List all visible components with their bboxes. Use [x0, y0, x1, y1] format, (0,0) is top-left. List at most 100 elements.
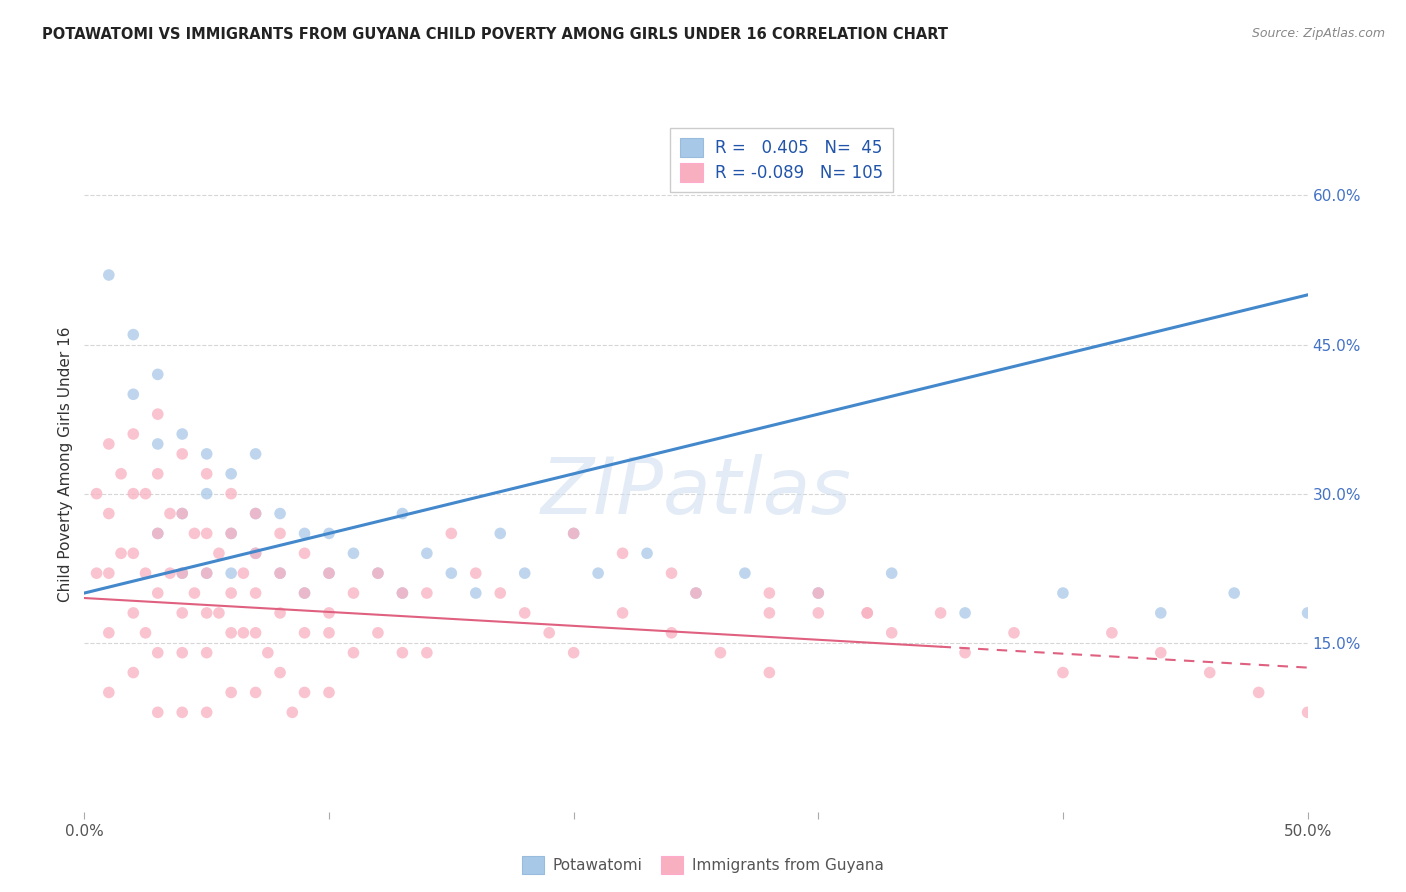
Point	[513, 566, 536, 581]
Point	[318, 606, 340, 620]
Point	[245, 546, 267, 560]
Point	[172, 606, 194, 620]
Point	[195, 486, 218, 500]
Point	[807, 606, 830, 620]
Point	[232, 625, 254, 640]
Point	[219, 685, 242, 699]
Point	[232, 566, 254, 581]
Point	[245, 685, 267, 699]
Point	[1002, 625, 1025, 640]
Point	[391, 586, 413, 600]
Text: POTAWATOMI VS IMMIGRANTS FROM GUYANA CHILD POVERTY AMONG GIRLS UNDER 16 CORRELAT: POTAWATOMI VS IMMIGRANTS FROM GUYANA CHI…	[42, 27, 948, 42]
Point	[758, 665, 780, 680]
Point	[538, 625, 561, 640]
Point	[245, 447, 267, 461]
Point	[183, 526, 205, 541]
Point	[269, 665, 291, 680]
Y-axis label: Child Poverty Among Girls Under 16: Child Poverty Among Girls Under 16	[58, 326, 73, 601]
Point	[758, 606, 780, 620]
Point	[219, 526, 242, 541]
Point	[281, 706, 304, 720]
Point	[195, 526, 218, 541]
Point	[146, 646, 169, 660]
Point	[367, 566, 389, 581]
Point	[110, 467, 132, 481]
Point	[172, 646, 194, 660]
Point	[1150, 646, 1173, 660]
Point	[219, 486, 242, 500]
Point	[97, 625, 120, 640]
Point	[122, 546, 145, 560]
Point	[513, 606, 536, 620]
Point	[807, 586, 830, 600]
Point	[97, 437, 120, 451]
Point	[1296, 606, 1319, 620]
Point	[318, 526, 340, 541]
Point	[807, 586, 830, 600]
Point	[1101, 625, 1123, 640]
Point	[562, 646, 585, 660]
Point	[269, 507, 291, 521]
Point	[257, 646, 280, 660]
Point	[269, 526, 291, 541]
Point	[135, 566, 157, 581]
Point	[97, 566, 120, 581]
Point	[122, 327, 145, 342]
Point	[294, 586, 316, 600]
Point	[146, 437, 169, 451]
Point	[172, 566, 194, 581]
Point	[219, 586, 242, 600]
Point	[685, 586, 707, 600]
Point	[1052, 665, 1074, 680]
Point	[685, 586, 707, 600]
Point	[318, 685, 340, 699]
Point	[391, 507, 413, 521]
Point	[195, 566, 218, 581]
Point	[122, 427, 145, 442]
Point	[146, 407, 169, 421]
Point	[172, 507, 194, 521]
Point	[172, 706, 194, 720]
Point	[929, 606, 952, 620]
Point	[391, 646, 413, 660]
Point	[416, 586, 439, 600]
Point	[1052, 586, 1074, 600]
Point	[464, 586, 486, 600]
Point	[734, 566, 756, 581]
Point	[612, 546, 634, 560]
Point	[489, 526, 512, 541]
Point	[342, 586, 364, 600]
Point	[195, 566, 218, 581]
Point	[172, 507, 194, 521]
Text: Source: ZipAtlas.com: Source: ZipAtlas.com	[1251, 27, 1385, 40]
Point	[880, 625, 903, 640]
Point	[245, 507, 267, 521]
Point	[367, 625, 389, 640]
Point	[367, 566, 389, 581]
Point	[489, 586, 512, 600]
Point	[195, 706, 218, 720]
Point	[195, 467, 218, 481]
Point	[318, 566, 340, 581]
Point	[245, 625, 267, 640]
Point	[146, 467, 169, 481]
Point	[146, 706, 169, 720]
Point	[342, 546, 364, 560]
Point	[208, 546, 231, 560]
Point	[1198, 665, 1220, 680]
Point	[269, 566, 291, 581]
Point	[880, 566, 903, 581]
Point	[195, 447, 218, 461]
Point	[758, 586, 780, 600]
Point	[195, 606, 218, 620]
Point	[245, 507, 267, 521]
Point	[318, 625, 340, 640]
Legend: Potawatomi, Immigrants from Guyana: Potawatomi, Immigrants from Guyana	[516, 850, 890, 880]
Point	[159, 566, 181, 581]
Point	[172, 447, 194, 461]
Point	[440, 526, 463, 541]
Point	[440, 566, 463, 581]
Point	[183, 586, 205, 600]
Point	[135, 486, 157, 500]
Point	[1247, 685, 1270, 699]
